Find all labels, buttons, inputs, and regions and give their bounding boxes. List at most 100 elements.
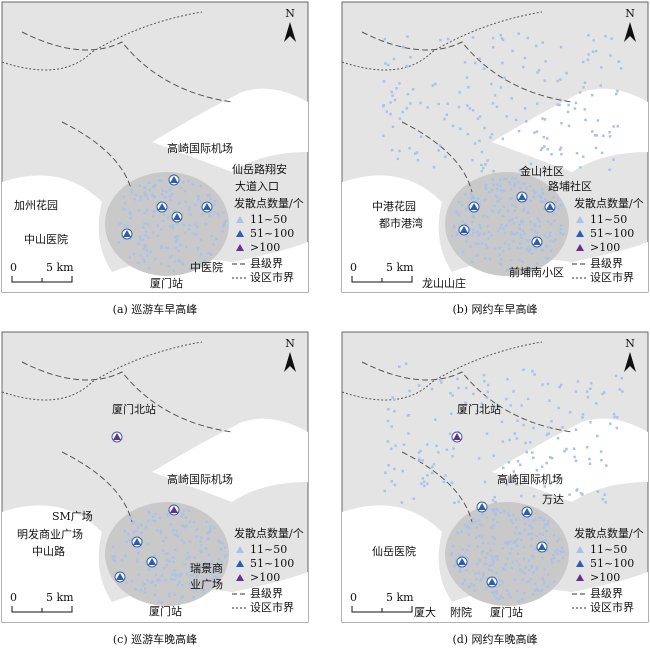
small-point	[544, 523, 547, 526]
small-point	[446, 37, 450, 41]
small-point	[613, 415, 616, 419]
small-point	[538, 532, 541, 535]
small-point	[513, 531, 516, 535]
small-point	[490, 82, 493, 86]
small-point	[514, 205, 518, 208]
scale-distance: 5 km	[46, 261, 74, 274]
small-point	[197, 194, 200, 198]
small-point	[550, 558, 554, 562]
small-point	[550, 456, 554, 460]
small-point	[490, 591, 494, 594]
small-point	[214, 566, 217, 569]
small-point	[559, 227, 562, 231]
small-point	[567, 124, 571, 128]
island	[445, 172, 569, 276]
small-point	[529, 267, 532, 270]
small-point	[440, 381, 443, 384]
small-point	[512, 474, 515, 478]
small-point	[129, 212, 132, 216]
small-point	[476, 545, 479, 548]
small-point	[558, 103, 561, 107]
small-point	[143, 186, 146, 190]
small-point	[545, 461, 548, 465]
small-point	[494, 512, 497, 515]
small-point	[164, 190, 168, 193]
small-point	[199, 238, 203, 241]
city-boundary	[1, 11, 203, 71]
small-point	[176, 534, 179, 538]
small-point	[194, 203, 197, 207]
small-point	[547, 426, 550, 429]
small-point	[541, 191, 545, 195]
small-point	[621, 390, 624, 393]
small-point	[139, 523, 143, 526]
small-point	[199, 540, 202, 543]
small-point	[531, 593, 535, 596]
small-point	[463, 578, 467, 582]
small-point	[146, 208, 149, 212]
scale-bar	[351, 276, 413, 283]
small-point	[539, 196, 543, 200]
small-point	[521, 260, 524, 264]
scale-distance: 5 km	[386, 591, 414, 604]
small-point	[523, 572, 526, 575]
small-point	[494, 555, 497, 558]
small-point	[575, 489, 578, 492]
small-point	[523, 56, 527, 60]
small-point	[466, 104, 469, 107]
small-point	[151, 215, 155, 218]
small-point	[145, 194, 148, 197]
small-point	[515, 216, 518, 220]
small-point	[164, 536, 168, 539]
small-point	[431, 84, 435, 87]
small-point	[511, 232, 515, 236]
small-point	[506, 589, 509, 592]
small-point	[189, 213, 193, 216]
small-point	[549, 231, 552, 234]
small-point	[531, 532, 534, 536]
small-point	[523, 528, 526, 532]
small-point	[532, 571, 535, 575]
small-point	[180, 538, 184, 542]
small-point	[509, 595, 512, 599]
small-point	[482, 214, 485, 218]
small-point	[515, 482, 518, 486]
small-point	[527, 569, 531, 572]
small-point	[199, 536, 203, 540]
scale-bar	[11, 276, 73, 283]
small-point	[461, 220, 464, 223]
small-point	[562, 550, 566, 554]
small-point	[211, 560, 214, 564]
small-point	[533, 582, 537, 586]
small-point	[393, 483, 397, 487]
small-point	[491, 101, 495, 105]
small-point	[407, 432, 410, 435]
small-point	[387, 464, 390, 467]
small-point	[143, 193, 147, 196]
small-point	[122, 195, 125, 198]
small-point	[143, 259, 146, 262]
small-point	[559, 383, 563, 387]
small-point	[515, 559, 519, 563]
small-point	[111, 555, 114, 558]
small-point	[211, 569, 215, 572]
small-point	[471, 108, 475, 112]
small-point	[530, 451, 534, 454]
small-point	[179, 186, 182, 189]
small-point	[505, 397, 508, 401]
place-label: 前埔南小区	[509, 265, 564, 279]
small-point	[199, 184, 202, 188]
small-point	[130, 538, 133, 541]
small-point	[558, 148, 562, 151]
north-label: N	[625, 337, 635, 350]
small-point	[392, 57, 396, 61]
small-point	[600, 66, 603, 69]
small-point	[197, 198, 200, 201]
small-point	[187, 228, 191, 231]
small-point	[195, 574, 198, 578]
small-point	[215, 237, 218, 241]
small-point	[395, 87, 398, 90]
small-point	[139, 195, 143, 198]
small-point	[516, 419, 519, 423]
small-point	[579, 492, 583, 495]
